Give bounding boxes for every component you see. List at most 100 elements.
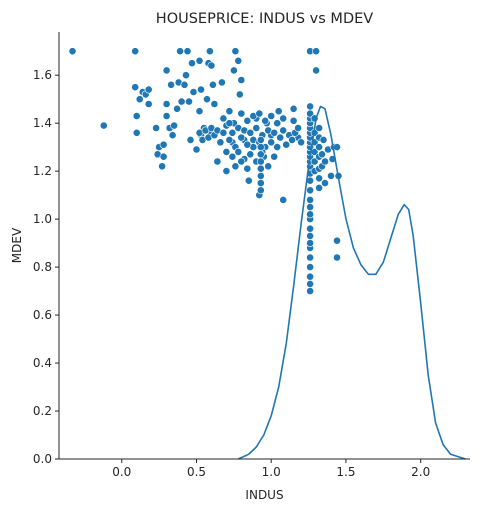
x-tick-label: 0.0 [112,465,131,479]
scatter-point [289,104,298,113]
scatter-point [183,47,192,56]
scatter-point [289,116,298,125]
y-tick-label: 1.6 [33,68,52,82]
chart-title: HOUSEPRICE: INDUS vs MDEV [156,11,373,27]
scatter-point [312,47,320,56]
scatter-point [318,150,326,159]
scatter-point [222,167,231,175]
scatter-point [264,162,273,171]
scatter-point [243,140,252,149]
scatter-point [162,112,171,120]
scatter-point [315,143,323,151]
scatter-point [167,80,175,89]
scatter-point [306,195,314,204]
scatter-point [162,100,171,108]
scatter-point [195,107,204,116]
scatter-point [306,203,314,211]
scatter-point [205,47,214,56]
scatter-point [306,102,314,111]
scatter-point [306,210,314,219]
scatter-point [256,179,265,187]
scatter-point [144,85,153,94]
scatter-point [256,186,265,195]
scatter-point [237,109,246,118]
scatter-point [197,85,205,94]
scatter-point [144,100,153,108]
scatter-point [273,143,282,151]
scatter-point [217,78,226,87]
scatter-point [315,183,323,192]
scatter-point [131,47,140,56]
scatter-point [310,157,319,166]
scatter-point [333,143,341,151]
scatter-point [306,272,314,281]
scatter-point [203,95,211,104]
scatter-point [213,157,222,166]
scatter-point [270,152,279,161]
y-tick-label: 1.0 [33,212,52,226]
scatter-point [279,126,288,135]
y-tick-label: 0.4 [33,356,52,370]
scatter-point [222,147,231,156]
scatter-point [152,124,160,132]
scatter-point [237,133,246,142]
scatter-point [180,80,189,89]
scatter-point [319,135,328,144]
x-tick-label: 0.5 [187,465,206,479]
scatter-point [189,88,198,96]
scatter-point [333,253,341,262]
scatter-point [195,56,204,65]
scatter-point [261,116,270,125]
scatter-point [192,145,201,154]
scatter-point [229,66,238,75]
y-axis-ticks: 0.0 0.2 0.4 0.6 0.8 1.0 1.2 1.4 1.6 [33,68,59,466]
scatter-point [256,164,265,173]
scatter-point [132,128,141,137]
scatter-point [231,162,240,171]
scatter-point [237,157,246,166]
scatter-point [131,83,140,92]
scatter-point [306,279,314,288]
scatter-point [270,128,279,137]
scatter-point [159,152,168,161]
scatter-point [210,100,219,108]
scatter-point [297,138,305,147]
x-tick-label: 2.0 [411,465,430,479]
x-axis-label: INDUS [245,488,283,502]
scatter-point [182,71,190,80]
scatter-point [219,114,228,123]
scatter-point [219,128,228,137]
scatter-point [255,109,264,118]
scatter-point [306,287,314,295]
scatter-point [173,104,181,113]
scatter-point [312,66,320,75]
y-tick-label: 1.4 [33,116,52,130]
scatter-point [306,224,314,233]
scatter-point [306,239,314,247]
scatter-point [162,66,171,75]
scatter-point [256,171,265,180]
scatter-point [99,121,108,130]
scatter-point [256,150,265,159]
scatter-point [306,231,314,240]
scatter-point [186,135,195,144]
scatter-point [252,124,261,132]
scatter-point [321,179,329,187]
scatter-point [315,124,323,132]
scatter-point [279,195,288,204]
y-axis-label: MDEV [10,227,24,263]
scatter-point [274,107,283,116]
scatter-point [246,128,255,137]
scatter-point [256,135,265,144]
scatter-point [306,186,314,195]
scatter-point [68,47,77,56]
scatter-point [132,112,141,120]
scatter-point [228,152,237,161]
scatter-point [225,119,234,128]
scatter-point [135,95,144,104]
scatter-point [168,131,177,140]
scatter-point [246,150,255,159]
scatter-point [243,116,252,125]
scatter-point [267,138,276,147]
scatter-point [294,124,302,132]
